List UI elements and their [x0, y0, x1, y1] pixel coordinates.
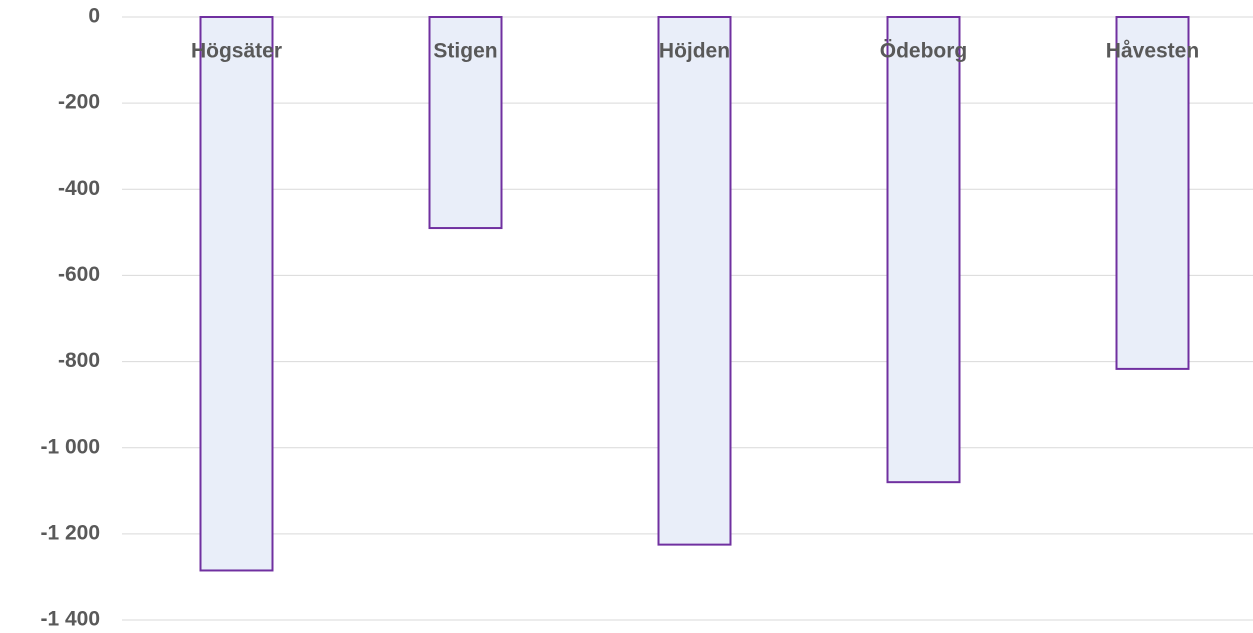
y-tick-label: -800	[58, 349, 100, 372]
bar	[428, 16, 503, 230]
bar	[199, 16, 274, 572]
y-tick-label: -400	[58, 177, 100, 200]
bar	[1115, 16, 1190, 370]
category-label: Ödeborg	[880, 40, 968, 63]
y-tick-label: -600	[58, 263, 100, 286]
category-label: Höjden	[659, 40, 730, 63]
y-tick-label: -1 000	[40, 435, 100, 458]
category-label: Högsäter	[191, 40, 282, 63]
y-tick-label: 0	[88, 5, 100, 28]
bar	[657, 16, 732, 546]
bar	[886, 16, 961, 484]
category-label: Håvesten	[1106, 40, 1199, 63]
y-tick-label: -200	[58, 91, 100, 114]
y-tick-label: -1 200	[40, 521, 100, 544]
y-tick-label: -1 400	[40, 608, 100, 631]
category-label: Stigen	[433, 40, 497, 63]
